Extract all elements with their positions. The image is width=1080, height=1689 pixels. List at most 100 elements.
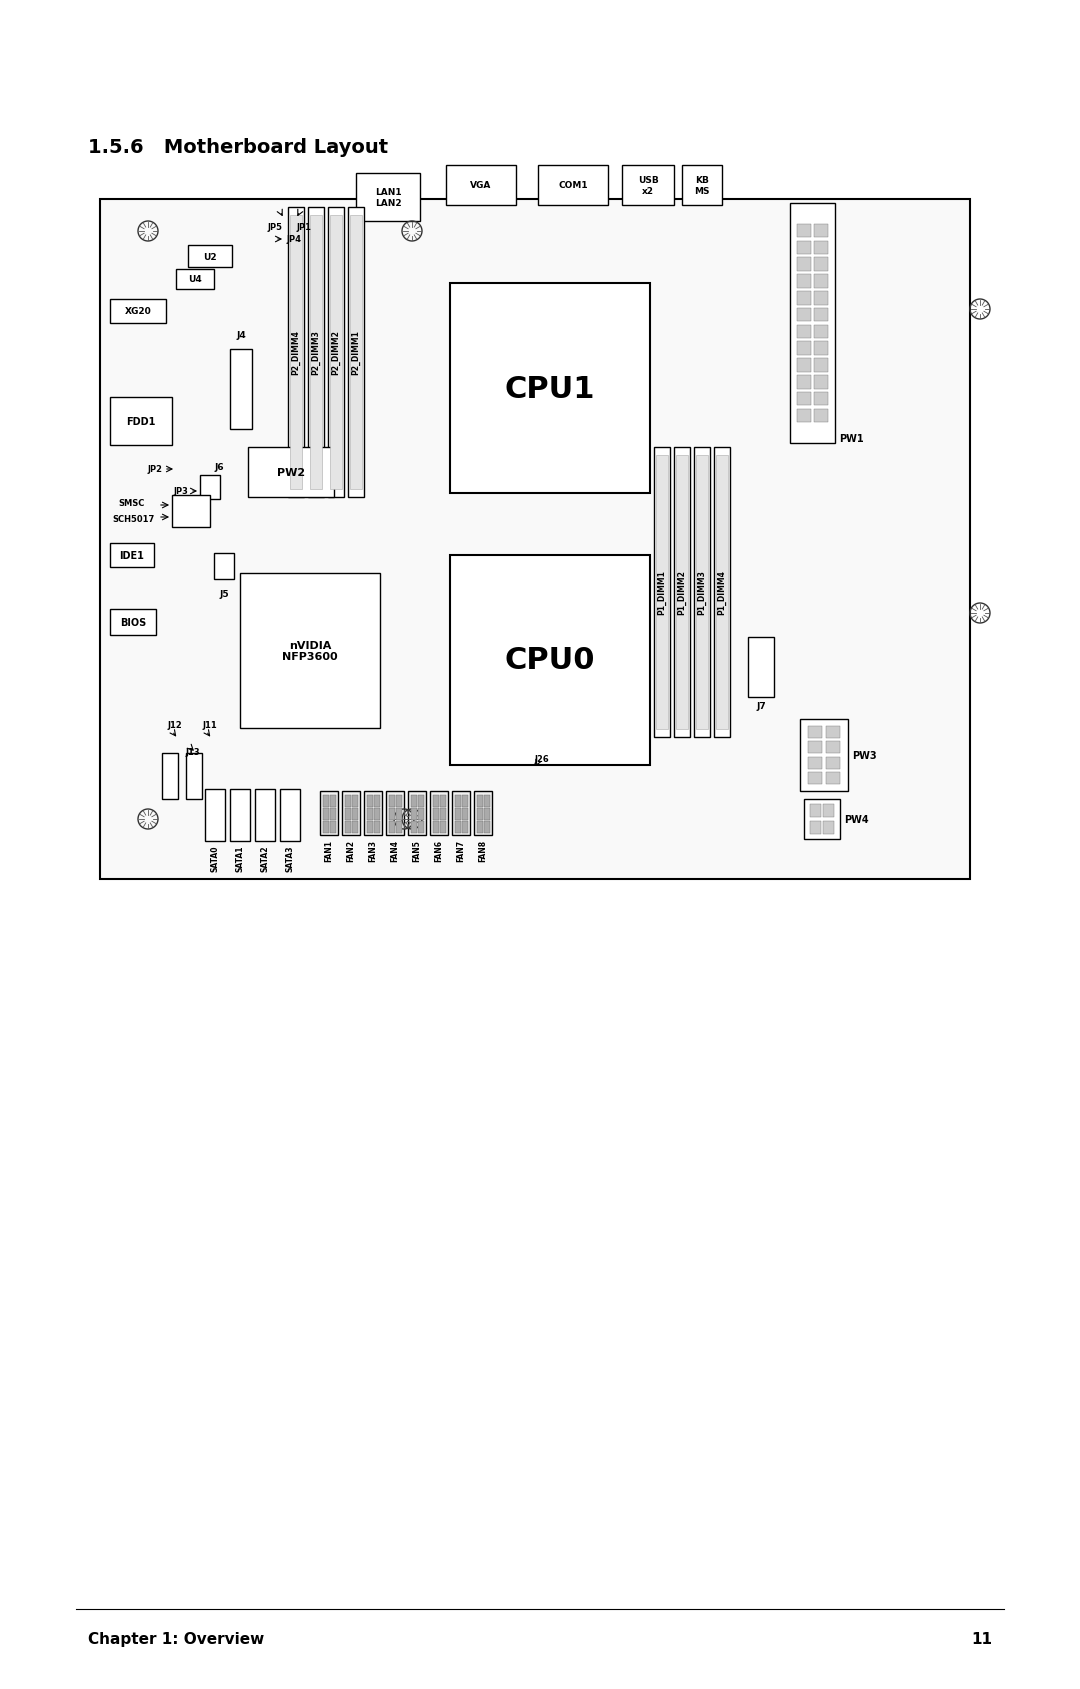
Bar bbox=[356, 174, 420, 221]
Text: JP2: JP2 bbox=[147, 464, 162, 475]
Text: 1.5.6   Motherboard Layout: 1.5.6 Motherboard Layout bbox=[87, 138, 388, 157]
Text: CPU0: CPU0 bbox=[504, 647, 595, 676]
Bar bbox=[374, 796, 380, 807]
Bar bbox=[248, 448, 334, 498]
Text: J6: J6 bbox=[214, 463, 224, 471]
Bar bbox=[477, 809, 483, 821]
Bar bbox=[323, 796, 329, 807]
Bar bbox=[396, 821, 402, 833]
Bar bbox=[440, 796, 446, 807]
Bar bbox=[374, 809, 380, 821]
Bar bbox=[810, 804, 821, 817]
Bar bbox=[100, 199, 970, 880]
Bar bbox=[826, 726, 840, 738]
Text: FAN3: FAN3 bbox=[368, 839, 378, 861]
Bar bbox=[291, 216, 302, 490]
Bar bbox=[808, 772, 822, 784]
Bar bbox=[681, 166, 723, 206]
Bar bbox=[823, 821, 835, 834]
Bar bbox=[280, 789, 300, 841]
Text: FAN8: FAN8 bbox=[478, 839, 487, 861]
Bar bbox=[433, 821, 438, 833]
Bar bbox=[462, 809, 468, 821]
Bar bbox=[814, 225, 828, 238]
Bar bbox=[797, 309, 811, 323]
Bar bbox=[440, 821, 446, 833]
Bar bbox=[808, 726, 822, 738]
Bar bbox=[814, 242, 828, 255]
Bar bbox=[411, 821, 417, 833]
Bar bbox=[230, 350, 252, 429]
Bar bbox=[789, 204, 835, 444]
Bar bbox=[804, 799, 840, 839]
Bar bbox=[240, 574, 380, 728]
Bar bbox=[440, 809, 446, 821]
Bar bbox=[676, 456, 688, 730]
Text: P2_DIMM2: P2_DIMM2 bbox=[332, 331, 340, 375]
Text: J7: J7 bbox=[756, 701, 766, 711]
Bar bbox=[389, 821, 395, 833]
Text: SATA2: SATA2 bbox=[260, 846, 270, 872]
Bar bbox=[367, 796, 373, 807]
Bar bbox=[352, 796, 357, 807]
Text: J11: J11 bbox=[203, 721, 217, 730]
Bar bbox=[656, 456, 669, 730]
Bar bbox=[352, 809, 357, 821]
Bar bbox=[814, 360, 828, 373]
Bar bbox=[350, 216, 362, 490]
Bar bbox=[814, 409, 828, 422]
Bar bbox=[455, 796, 461, 807]
Bar bbox=[396, 796, 402, 807]
Bar bbox=[714, 448, 730, 738]
Bar bbox=[455, 809, 461, 821]
Bar bbox=[462, 821, 468, 833]
Bar bbox=[446, 166, 516, 206]
Bar bbox=[408, 792, 426, 836]
Bar bbox=[430, 792, 448, 836]
Text: KB
MS: KB MS bbox=[694, 176, 710, 196]
Text: SATA1: SATA1 bbox=[235, 846, 244, 872]
Text: U2: U2 bbox=[203, 252, 217, 262]
Bar bbox=[418, 809, 424, 821]
Bar bbox=[823, 804, 835, 817]
Text: BIOS: BIOS bbox=[120, 618, 146, 628]
Text: FAN1: FAN1 bbox=[324, 839, 334, 861]
Text: JP1: JP1 bbox=[296, 223, 311, 233]
Text: SMSC: SMSC bbox=[118, 500, 145, 508]
Text: SCH5017: SCH5017 bbox=[112, 515, 154, 524]
Bar bbox=[654, 448, 670, 738]
Bar bbox=[330, 796, 336, 807]
Bar bbox=[814, 392, 828, 405]
Bar bbox=[716, 456, 728, 730]
Bar bbox=[484, 821, 490, 833]
Text: PW3: PW3 bbox=[852, 750, 877, 760]
Bar bbox=[477, 796, 483, 807]
Bar bbox=[411, 809, 417, 821]
Text: J26: J26 bbox=[534, 755, 549, 763]
Text: Chapter 1: Overview: Chapter 1: Overview bbox=[87, 1632, 265, 1647]
Bar bbox=[162, 753, 178, 799]
Bar bbox=[814, 292, 828, 306]
Bar bbox=[814, 258, 828, 272]
Bar bbox=[345, 796, 351, 807]
Text: FDD1: FDD1 bbox=[126, 417, 156, 427]
Text: nVIDIA
NFP3600: nVIDIA NFP3600 bbox=[282, 640, 338, 662]
Text: J4: J4 bbox=[237, 331, 246, 339]
Bar bbox=[110, 399, 172, 446]
Bar bbox=[696, 456, 708, 730]
Bar bbox=[797, 392, 811, 405]
Text: P1_DIMM3: P1_DIMM3 bbox=[698, 571, 706, 615]
Bar bbox=[694, 448, 710, 738]
Bar bbox=[484, 809, 490, 821]
Bar bbox=[797, 275, 811, 289]
Bar bbox=[110, 544, 154, 568]
Text: P1_DIMM1: P1_DIMM1 bbox=[658, 571, 666, 615]
Bar bbox=[455, 821, 461, 833]
Bar bbox=[330, 809, 336, 821]
Bar bbox=[826, 741, 840, 753]
Bar bbox=[367, 821, 373, 833]
Bar bbox=[186, 753, 202, 799]
Text: JP5: JP5 bbox=[267, 223, 282, 233]
Bar bbox=[477, 821, 483, 833]
Bar bbox=[255, 789, 275, 841]
